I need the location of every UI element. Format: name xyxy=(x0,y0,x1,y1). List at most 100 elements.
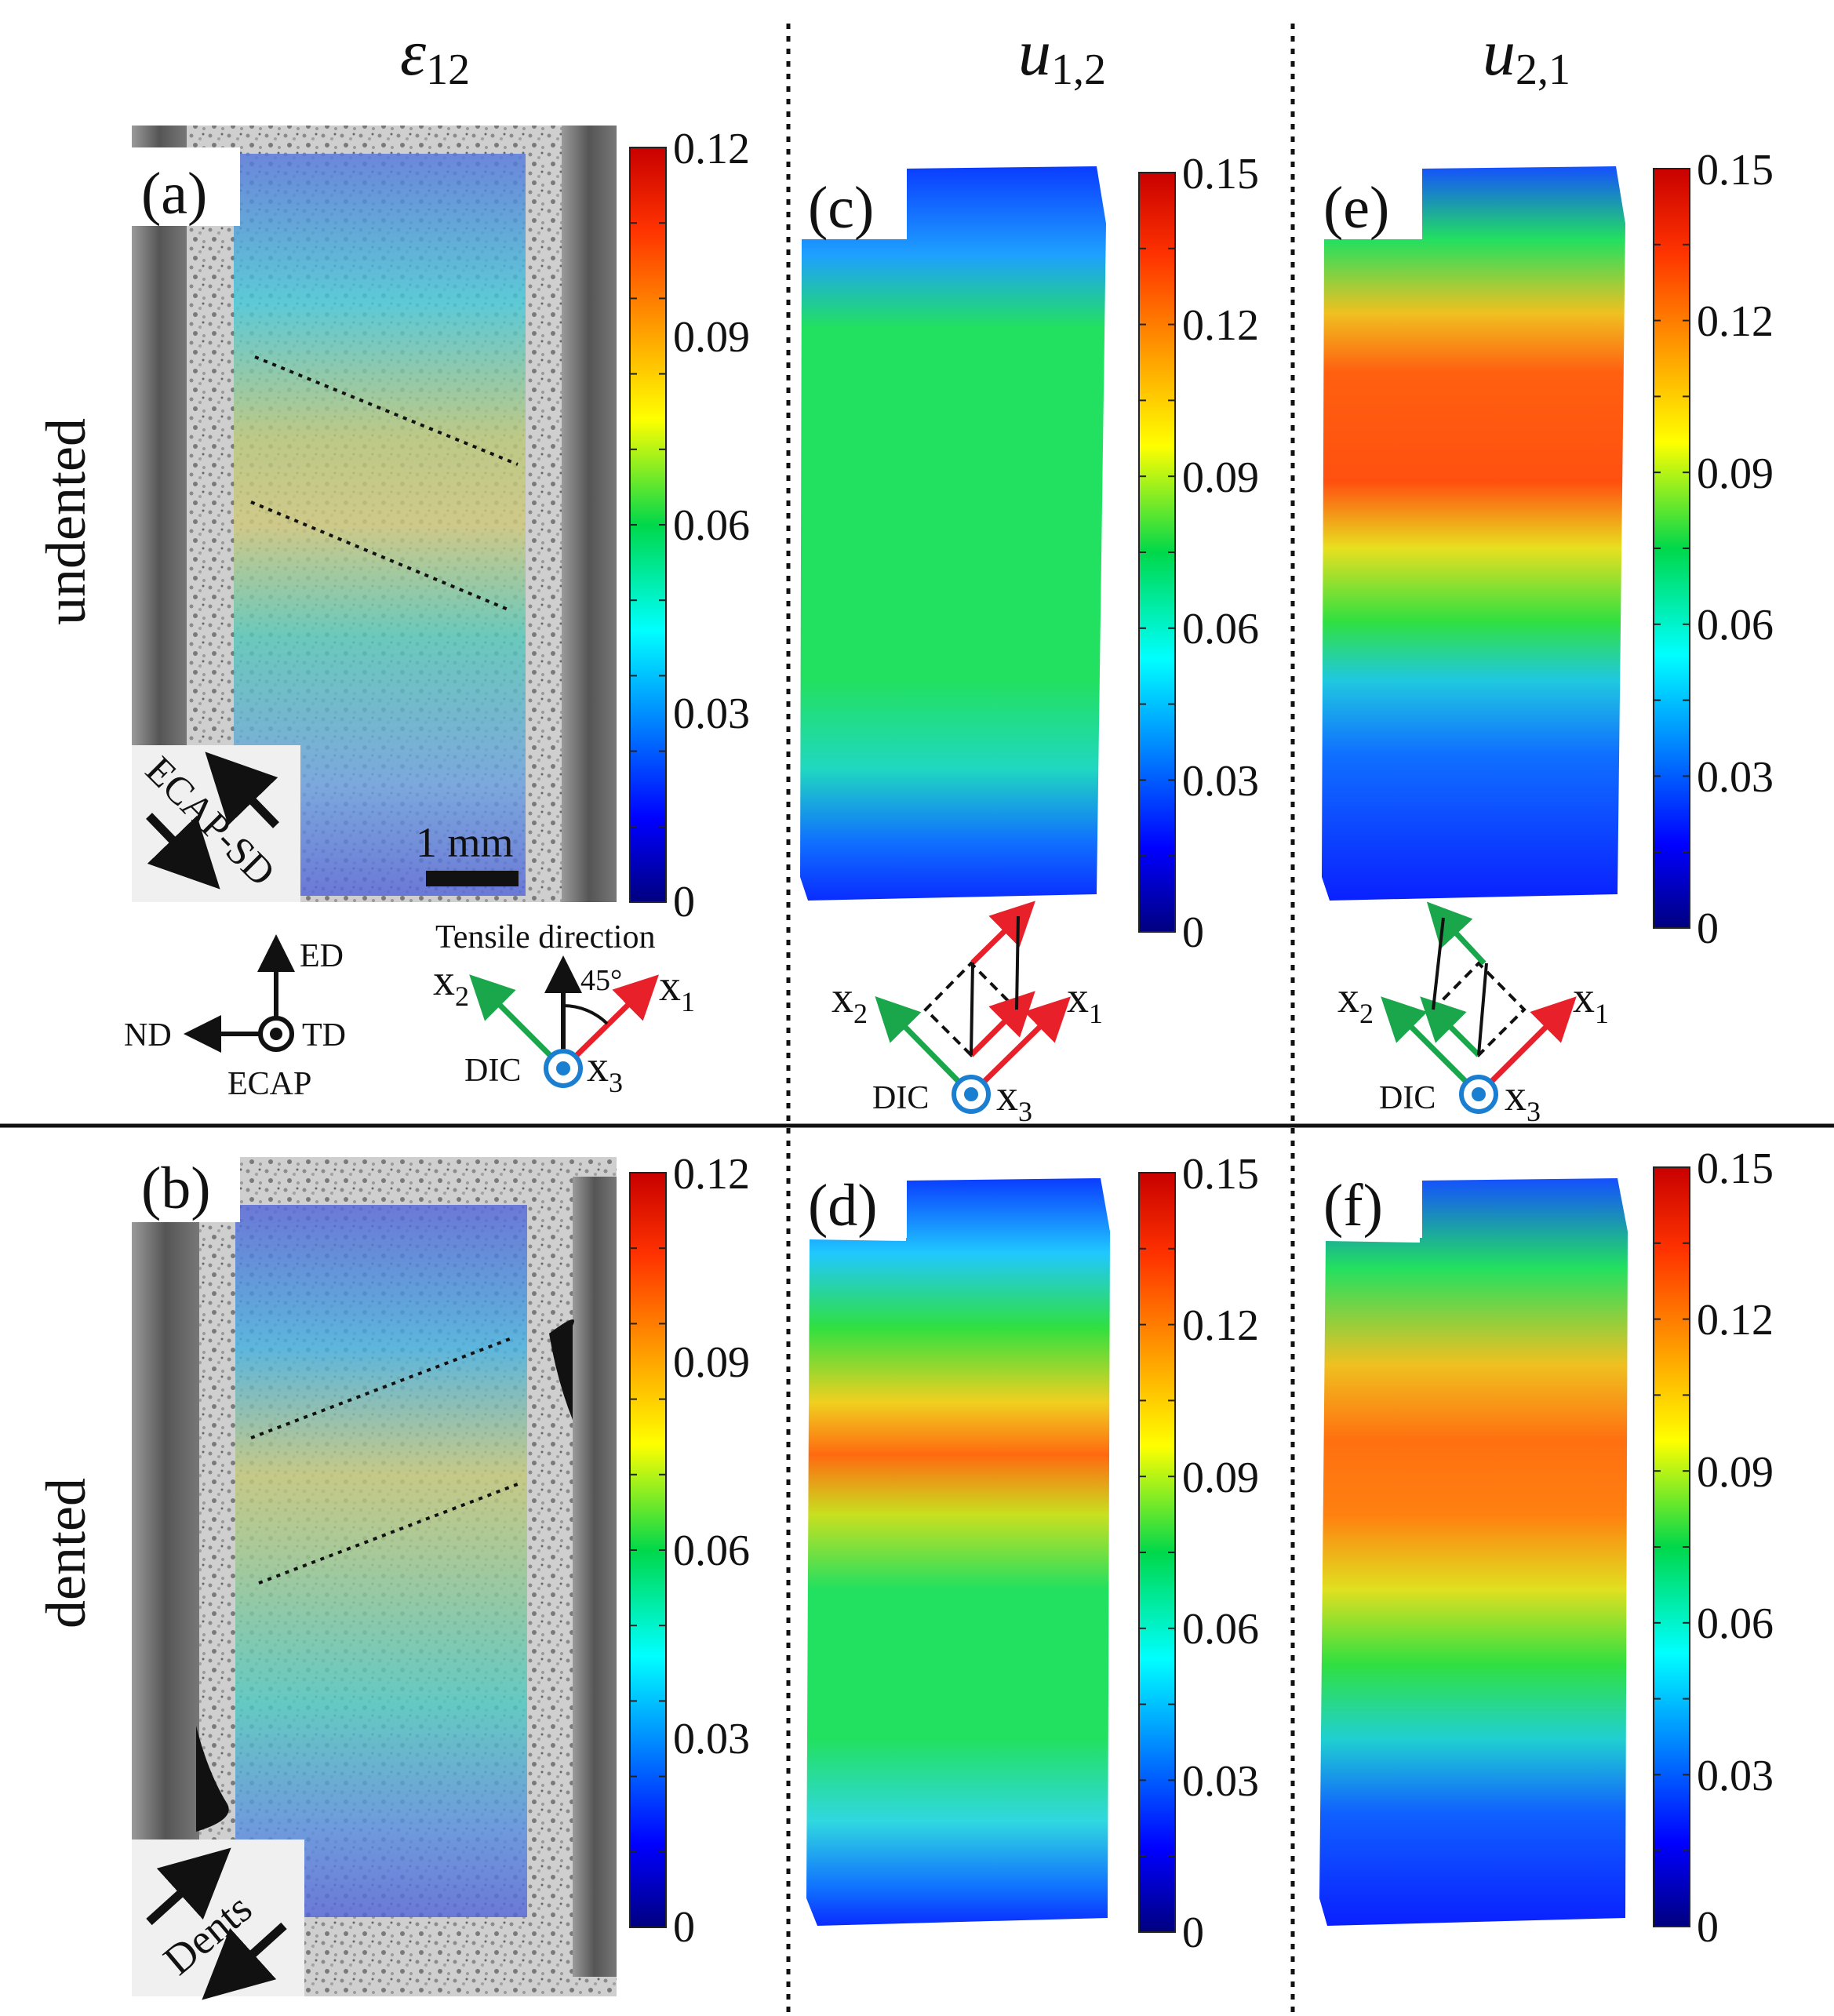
column-header-strain: ε12 xyxy=(400,16,470,94)
ed-label: ED xyxy=(300,938,344,974)
dents-arrow-up xyxy=(146,1847,231,1926)
colorbar-d-tick-6: 0 xyxy=(1182,1909,1204,1957)
panel-label-box-f xyxy=(1314,1159,1422,1238)
ecap-sd-arrow-down xyxy=(146,813,220,890)
panel-label-box-d xyxy=(799,1159,907,1238)
column-header-u12: u1,2 xyxy=(1018,16,1106,94)
colorbar-e-tick-2: 0.12 xyxy=(1697,297,1774,346)
reference-square-e xyxy=(1431,961,1527,1057)
colorbar-e-tick-1: 0.15 xyxy=(1697,146,1774,195)
scale-bar-label: 1 mm xyxy=(416,819,514,866)
dic-label-c: DIC xyxy=(872,1080,929,1116)
colorbar-a-tick-1: 0.12 xyxy=(673,125,750,173)
td-dot-icon xyxy=(270,1028,282,1040)
panel-label-c: (c) xyxy=(808,175,874,241)
panel-label-a: (a) xyxy=(141,161,207,227)
shear-arrow-lower-c xyxy=(969,991,1035,1057)
contour-field-d xyxy=(806,1178,1110,1926)
colorbar-c-tick-3: 0.09 xyxy=(1182,453,1259,502)
header-strain-sub: 12 xyxy=(426,45,470,94)
colorbar-d-tick-2: 0.12 xyxy=(1182,1301,1259,1350)
colorbar-b-tick-5: 0 xyxy=(673,1903,695,1952)
shear-band-line-a1 xyxy=(254,355,519,466)
colorbar-f-tick-3: 0.09 xyxy=(1697,1448,1774,1497)
colorbar-e-minor-ticks xyxy=(1654,243,1690,853)
panel-label-e: (e) xyxy=(1323,175,1389,241)
shear-arrow-upper-c xyxy=(970,901,1035,965)
colorbar-b: 0.12 0.09 0.06 0.03 0 xyxy=(629,1150,750,1952)
colorbar-e-tick-6: 0 xyxy=(1697,904,1719,953)
x2-label-a: x2 xyxy=(433,956,469,1012)
colorbar-f-minor-ticks xyxy=(1654,1242,1690,1852)
td-label: TD xyxy=(302,1017,346,1053)
tensile-axes-a: Tensile direction 45° x1 x2 x3 DIC xyxy=(433,919,695,1098)
x2-label-e: x2 xyxy=(1337,973,1374,1029)
panel-d: (d) 0.15 0.12 0.09 0.06 0.03 0 xyxy=(799,1150,1259,1957)
header-u12-symbol: u xyxy=(1018,16,1051,89)
contour-field-e xyxy=(1322,166,1625,901)
x3-label-c: x3 xyxy=(996,1072,1032,1127)
nd-label: ND xyxy=(124,1017,172,1053)
panel-label-box-b xyxy=(132,1144,240,1222)
x1-label-a: x1 xyxy=(659,962,695,1017)
colorbar-a-tick-4: 0.03 xyxy=(673,690,750,738)
deformation-sketch-e: x1 x2 x3 DIC xyxy=(1337,901,1609,1127)
colorbar-d-tick-3: 0.09 xyxy=(1182,1454,1259,1502)
colorbar-e-tick-5: 0.03 xyxy=(1697,753,1774,802)
colorbar-a: 0.12 0.09 0.06 0.03 0 xyxy=(629,125,750,926)
colorbar-c-tick-6: 0 xyxy=(1182,908,1204,957)
grip-right-a xyxy=(562,126,617,902)
colorbar-a-tick-5: 0 xyxy=(673,878,695,926)
panel-label-box-e xyxy=(1314,161,1422,239)
colorbar-b-tick-3: 0.06 xyxy=(673,1527,750,1575)
x1-label-c: x1 xyxy=(1067,973,1103,1029)
colorbar-f-tick-2: 0.12 xyxy=(1697,1296,1774,1345)
ecap-label: ECAP xyxy=(227,1066,311,1102)
colorbar-f-tick-6: 0 xyxy=(1697,1903,1719,1952)
colorbar-d-tick-1: 0.15 xyxy=(1182,1150,1259,1199)
colorbar-f-tick-4: 0.06 xyxy=(1697,1599,1774,1648)
sheared-edge-left-c xyxy=(970,962,974,1056)
shear-arrow-upper-e xyxy=(1426,901,1486,966)
dent-mark-upper xyxy=(549,1319,574,1420)
shear-arrow-lower-e xyxy=(1420,996,1481,1057)
colorbar-c-tick-4: 0.06 xyxy=(1182,605,1259,653)
colorbar-c-tick-1: 0.15 xyxy=(1182,150,1259,198)
x3-label-e: x3 xyxy=(1505,1072,1541,1127)
column-header-u21: u2,1 xyxy=(1483,16,1570,94)
panel-a: (a) ECAP-SD 1 mm xyxy=(132,126,617,902)
colorbar-a-tick-2: 0.09 xyxy=(673,313,750,362)
x1-label-e: x1 xyxy=(1573,973,1609,1029)
row-label-undented: undented xyxy=(35,418,97,625)
sheared-edge-right-c xyxy=(1015,915,1020,1010)
dic-label-a: DIC xyxy=(464,1053,521,1089)
x3-label-a: x3 xyxy=(587,1043,623,1098)
panel-label-box-a xyxy=(132,147,240,226)
panel-f: (f) 0.15 0.12 0.09 0.06 0.03 0 xyxy=(1314,1144,1774,1952)
x3-dot-c xyxy=(964,1087,978,1101)
sheared-edge-left-e xyxy=(1432,917,1445,1010)
header-u12-sub: 1,2 xyxy=(1051,45,1106,94)
contour-field-f xyxy=(1319,1178,1628,1926)
dents-arrow-down xyxy=(202,1922,287,2000)
colorbar-b-tick-4: 0.03 xyxy=(673,1715,750,1763)
colorbar-b-minor-ticks xyxy=(630,1247,666,1853)
deformation-sketch-c: x1 x2 x3 DIC xyxy=(831,901,1103,1127)
scale-bar xyxy=(426,871,519,886)
angle-label: 45° xyxy=(580,964,622,997)
grip-right-b xyxy=(573,1177,617,1977)
panel-label-d: (d) xyxy=(808,1173,878,1239)
panel-label-box-c xyxy=(799,161,907,239)
row-label-dented: dented xyxy=(35,1478,97,1628)
colorbar-a-tick-3: 0.06 xyxy=(673,501,750,550)
panel-e: (e) 0.15 0.12 0.09 0.06 0.03 0 xyxy=(1314,146,1774,953)
panel-b: (b) Dents xyxy=(132,1144,617,2000)
colorbar-b-tick-2: 0.09 xyxy=(673,1338,750,1387)
dic-label-e: DIC xyxy=(1379,1080,1436,1116)
colorbar-d-tick-5: 0.03 xyxy=(1182,1757,1259,1806)
colorbar-d-minor-ticks xyxy=(1139,1247,1175,1858)
panel-label-b: (b) xyxy=(141,1155,211,1221)
colorbar-d-tick-4: 0.06 xyxy=(1182,1605,1259,1654)
ecap-sd-arrow-up xyxy=(205,751,279,828)
